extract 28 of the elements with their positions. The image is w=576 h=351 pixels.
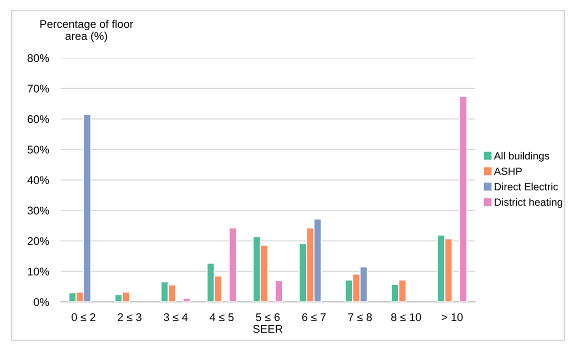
x-tick-label: 8 ≤ 10 [391, 313, 422, 322]
y-tick-label: 10% [28, 268, 49, 276]
x-tick-label: > 10 [442, 313, 463, 322]
x-axis-title: SEER [253, 325, 282, 333]
bar [274, 280, 284, 302]
x-tick-label: 4 ≤ 5 [210, 313, 234, 322]
y-tick-label: 80% [28, 54, 49, 62]
bar [458, 96, 468, 302]
bar [228, 227, 238, 302]
y-tick-label: 70% [28, 84, 49, 93]
y-axis-title: Percentage of floor area (%) [40, 20, 134, 42]
x-tick-label: 7 ≤ 8 [348, 313, 372, 322]
y-tick-label: 0% [34, 298, 49, 306]
y-tick-label: 20% [28, 237, 49, 246]
legend-label: Direct Electric [494, 182, 558, 190]
legend-label: All buildings [494, 152, 550, 162]
legend-label: District heating [494, 198, 562, 208]
bar [182, 298, 191, 302]
y-tick-label: 60% [28, 115, 49, 124]
x-tick-label: 5 ≤ 6 [256, 313, 280, 322]
x-tick-label: 2 ≤ 3 [118, 313, 142, 322]
y-tick-label: 40% [27, 176, 49, 184]
x-tick-label: 3 ≤ 4 [164, 313, 188, 322]
y-tick-label: 30% [28, 206, 49, 215]
x-tick-label: 6 ≤ 7 [302, 313, 326, 322]
y-tick-label: 50% [28, 146, 49, 154]
legend-label: ASHP [494, 168, 522, 175]
x-tick-label: 0 ≤ 2 [72, 313, 96, 322]
